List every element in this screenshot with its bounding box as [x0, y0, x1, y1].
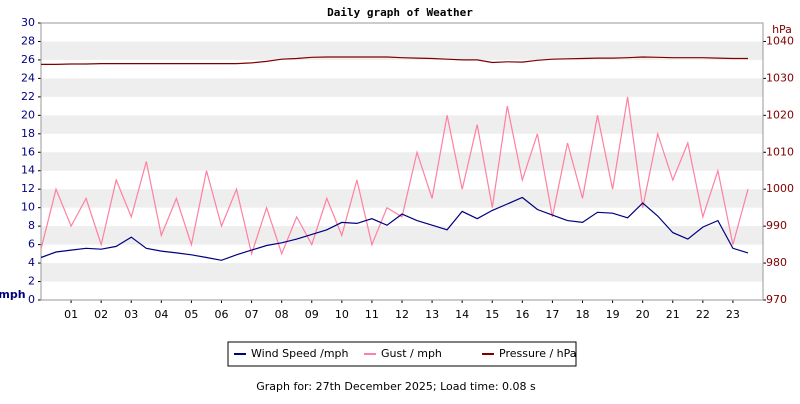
footer: Graph for: 27th December 2025; Load time…	[256, 380, 536, 393]
y2-tick-label: 1030	[766, 71, 794, 84]
grid-band	[41, 78, 763, 97]
y-tick-label: 26	[21, 53, 35, 66]
x-tick-label: 14	[455, 308, 469, 321]
y-tick-label: 0	[28, 293, 35, 306]
y-tick-label: 20	[21, 108, 35, 121]
y-tick-label: 12	[21, 182, 35, 195]
x-tick-label: 13	[425, 308, 439, 321]
series-line	[41, 56, 748, 65]
y-tick-label: 14	[21, 164, 35, 177]
x-tick-label: 20	[636, 308, 650, 321]
y2-tick-label: 990	[766, 219, 787, 232]
legend-box	[227, 341, 577, 367]
x-tick-label: 16	[515, 308, 529, 321]
y-tick-label: 22	[21, 90, 35, 103]
series-line	[40, 196, 749, 261]
x-tick-label: 05	[184, 308, 198, 321]
y2-tick-label: 1010	[766, 145, 794, 158]
y-tick-label: 6	[28, 238, 35, 251]
grid-band	[41, 41, 763, 60]
x-tick-label: 01	[64, 308, 78, 321]
grid-band	[41, 152, 763, 171]
y-tick-label: 16	[21, 145, 35, 158]
x-tick-label: 15	[485, 308, 499, 321]
y2-axis-label: hPa	[772, 23, 792, 36]
grid-band	[41, 263, 763, 282]
y2-tick-label: 970	[766, 293, 787, 306]
y2-tick-label: 1020	[766, 108, 794, 121]
legend-label: Pressure / hPa	[499, 347, 577, 360]
x-tick-label: 11	[365, 308, 379, 321]
y-tick-label: 28	[21, 34, 35, 47]
x-tick-label: 04	[154, 308, 168, 321]
y-tick-label: 2	[28, 275, 35, 288]
y-axis-label: mph	[0, 288, 26, 301]
x-tick-label: 10	[335, 308, 349, 321]
x-tick-label: 06	[215, 308, 229, 321]
y2-tick-label: 980	[766, 256, 787, 269]
grid-band	[41, 226, 763, 245]
x-tick-label: 17	[545, 308, 559, 321]
x-tick-label: 21	[666, 308, 680, 321]
x-tick-label: 03	[124, 308, 138, 321]
x-tick-label: 18	[576, 308, 590, 321]
grid-band	[41, 189, 763, 208]
chart-title: Daily graph of Weather	[327, 6, 473, 19]
x-tick-label: 19	[606, 308, 620, 321]
x-tick-label: 12	[395, 308, 409, 321]
x-tick-label: 23	[726, 308, 740, 321]
grid-band	[41, 115, 763, 134]
y2-tick-label: 1000	[766, 182, 794, 195]
y-tick-label: 18	[21, 127, 35, 140]
y2-tick-label: 1040	[766, 34, 794, 47]
x-tick-label: 09	[305, 308, 319, 321]
series-line	[40, 96, 749, 257]
x-tick-label: 02	[94, 308, 108, 321]
y-tick-label: 30	[21, 16, 35, 29]
y-tick-label: 10	[21, 201, 35, 214]
legend-label: Wind Speed /mph	[251, 347, 349, 360]
legend-label: Gust / mph	[381, 347, 442, 360]
y-tick-label: 8	[28, 219, 35, 232]
legend: Wind Speed /mph Gust / mph Pressure / hPa	[227, 341, 577, 367]
y-tick-label: 24	[21, 71, 35, 84]
x-tick-label: 07	[245, 308, 259, 321]
plot-frame	[40, 22, 764, 301]
x-tick-label: 22	[696, 308, 710, 321]
x-tick-label: 08	[275, 308, 289, 321]
y-tick-label: 4	[28, 256, 35, 269]
